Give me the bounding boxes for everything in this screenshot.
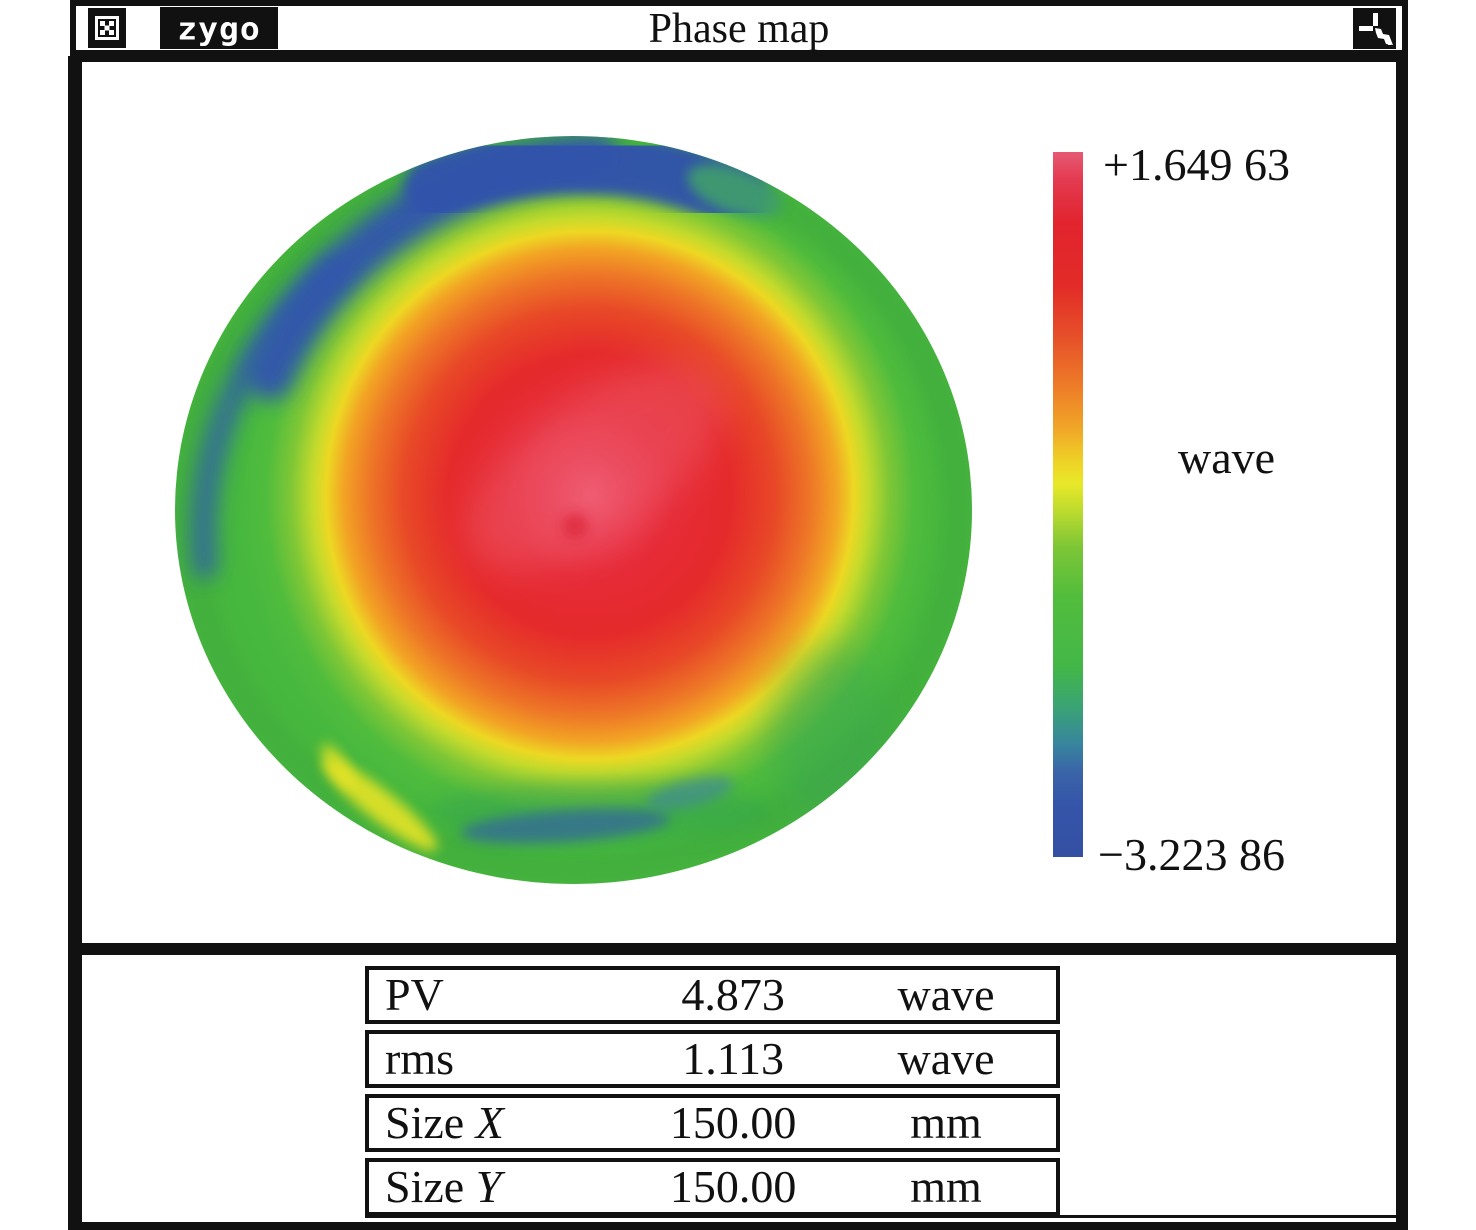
colorbar-unit-label: wave [1178, 432, 1276, 483]
table-row-size-x: Size X 150.00 mm [365, 1094, 1060, 1152]
row-unit: wave [897, 969, 995, 1020]
resize-arrow-icon [1353, 8, 1396, 49]
colorbar-max-label: +1.649 63 [1103, 139, 1290, 190]
phase-map-window: zygo Phase map [68, 0, 1408, 1230]
row-unit: mm [910, 1097, 982, 1148]
bottom-smudge-dark [460, 808, 670, 844]
right-green-tint [770, 646, 890, 826]
zygo-logo: zygo [160, 7, 278, 49]
window-border-left [68, 56, 82, 1230]
bottom-smudge-light [646, 776, 734, 810]
row-value: 150.00 [669, 1097, 797, 1148]
deep-red-dot [562, 513, 588, 539]
title-bar[interactable]: zygo Phase map [70, 0, 1408, 62]
row-label: Size X [369, 1098, 630, 1148]
pink-band [465, 362, 725, 570]
row-label: PV [369, 970, 630, 1020]
row-label-text: rms [385, 1033, 454, 1084]
window-border-bottom [68, 1222, 1408, 1230]
row-value: 1.113 [682, 1033, 784, 1084]
row-label-italic: Y [475, 1161, 502, 1212]
colorbar-min-label: −3.223 86 [1098, 829, 1285, 880]
row-value: 4.873 [681, 969, 785, 1020]
table-row-rms: rms 1.113 wave [365, 1030, 1060, 1088]
row-unit: wave [897, 1033, 995, 1084]
row-label-text: Size [385, 1097, 476, 1148]
colorbar-gradient [1053, 152, 1083, 857]
row-label-text: PV [385, 969, 444, 1020]
teal-patch-top-right [687, 164, 783, 218]
title-bar-inner: zygo Phase map [76, 6, 1402, 52]
row-unit: mm [910, 1161, 982, 1212]
zygo-logo-text: zygo [177, 9, 261, 47]
window-title: Phase map [648, 6, 830, 52]
window-tool-button[interactable] [1353, 8, 1396, 49]
table-row-size-y: Size Y 150.00 mm [365, 1158, 1060, 1216]
row-label-italic: X [475, 1097, 504, 1148]
row-label: rms [369, 1034, 630, 1084]
row-value: 150.00 [669, 1161, 797, 1212]
clipped-row-edge [365, 1215, 1396, 1218]
system-menu-button[interactable] [88, 8, 126, 48]
phase-map-plot [175, 136, 972, 884]
row-label: Size Y [369, 1162, 630, 1212]
window-border-right [1396, 56, 1408, 1230]
checker-icon [88, 8, 126, 48]
panel-separator [68, 943, 1408, 955]
table-row-pv: PV 4.873 wave [365, 966, 1060, 1024]
yellow-streak-small [321, 744, 355, 788]
row-label-text: Size [385, 1161, 476, 1212]
